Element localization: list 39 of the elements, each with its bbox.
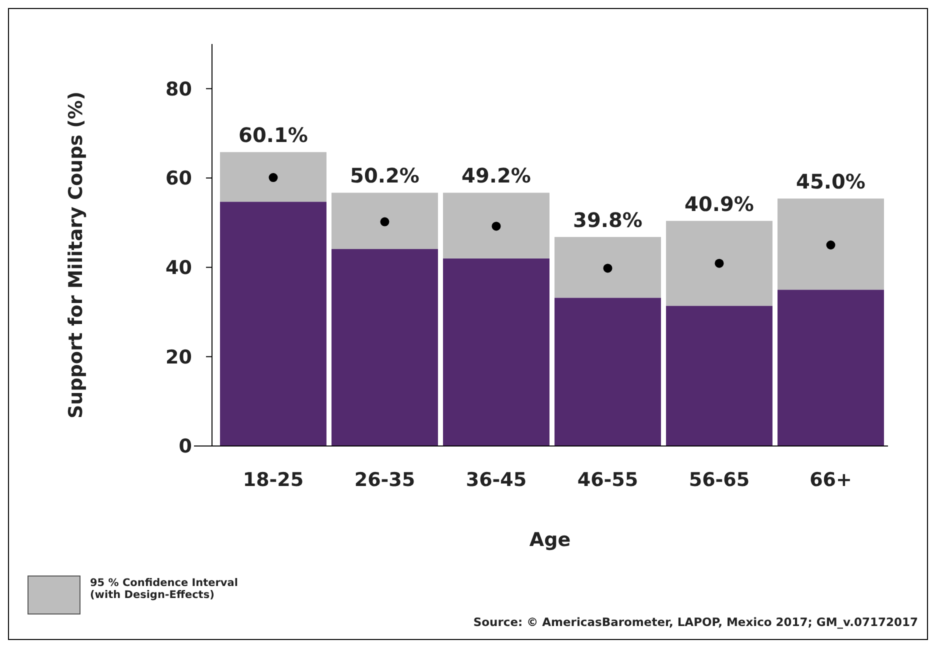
point [492, 222, 501, 231]
y-tick-label: 80 [166, 78, 192, 100]
bar [778, 290, 884, 446]
y-axis-title: Support for Military Coups (%) [65, 91, 87, 419]
point [826, 240, 836, 250]
bar [554, 236, 661, 298]
x-tick-label: 56-65 [688, 469, 750, 491]
y-tick-label: 20 [166, 346, 192, 368]
x-tick-label: 26-35 [354, 469, 416, 491]
bar [778, 198, 884, 290]
source-note: Source: © AmericasBarometer, LAPOP, Mexico 2017; GM_v.07172017 [473, 615, 918, 629]
y-tick-label: 40 [166, 256, 192, 279]
x-tick-label: 46-55 [577, 469, 638, 491]
bar [443, 192, 550, 258]
data-label: 60.1% [238, 123, 308, 148]
data-label: 40.9% [684, 192, 754, 216]
point [380, 217, 390, 226]
bar [666, 306, 772, 446]
y-tick-label: 0 [178, 436, 192, 458]
bar [332, 192, 438, 250]
bar [220, 202, 326, 446]
bar [666, 220, 772, 306]
data-label: 49.2% [462, 164, 531, 188]
y-tick-label: 60 [166, 168, 192, 190]
x-tick-label: 18-25 [242, 469, 304, 491]
bar [220, 152, 326, 202]
x-tick-label: 36-45 [466, 469, 527, 491]
bar [443, 258, 550, 446]
point [714, 258, 724, 268]
bar [554, 298, 661, 446]
point [603, 264, 612, 273]
point [268, 173, 278, 182]
data-label: 50.2% [350, 164, 420, 188]
bar [332, 249, 438, 446]
data-label: 39.8% [573, 208, 642, 232]
text: 95 % Confidence Interval (with Design-Effects) [90, 577, 238, 602]
x-axis-title: Age [529, 529, 571, 551]
x-tick-label: 66+ [810, 469, 852, 491]
data-label: 45.0% [796, 170, 866, 194]
